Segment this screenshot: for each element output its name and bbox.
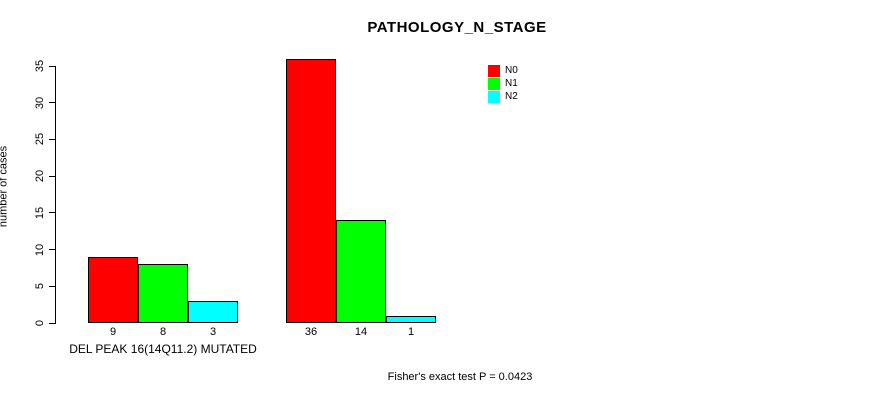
- y-tick-label: 5: [34, 283, 46, 290]
- legend-swatch-n0: [488, 65, 500, 77]
- bar-n2-group1: [188, 301, 238, 323]
- y-axis-label: number of cases: [0, 145, 10, 228]
- y-tick-mark: [49, 322, 55, 324]
- bar-value-label: 8: [159, 326, 167, 338]
- bar-value-label: 3: [209, 326, 217, 338]
- y-tick-mark: [49, 249, 55, 251]
- y-tick-label: 10: [34, 243, 46, 256]
- bar-n0-group2: [286, 59, 336, 323]
- y-tick-label: 30: [34, 96, 46, 109]
- y-tick-mark: [49, 285, 55, 287]
- y-tick-mark: [49, 65, 55, 67]
- y-tick-label: 0: [34, 319, 46, 327]
- legend-label: N2: [505, 91, 518, 102]
- y-tick-mark: [49, 138, 55, 140]
- bar-n1-group2: [336, 220, 386, 323]
- y-tick-mark: [49, 102, 55, 104]
- y-tick-label: 20: [34, 170, 46, 183]
- x-category-label: DEL PEAK 16(14Q11.2) MUTATED: [69, 342, 257, 356]
- legend-swatch-n1: [488, 78, 500, 90]
- y-tick-mark: [49, 212, 55, 214]
- bar-n1-group1: [138, 264, 188, 323]
- fisher-test-annotation: Fisher's exact test P = 0.0423: [387, 371, 533, 383]
- bar-value-label: 9: [109, 326, 117, 338]
- bar-value-label: 36: [304, 326, 318, 338]
- chart-title: PATHOLOGY_N_STAGE: [367, 19, 547, 36]
- y-tick-label: 15: [34, 206, 46, 219]
- bar-value-label: 1: [407, 326, 415, 338]
- legend-swatch-n2: [488, 91, 500, 103]
- legend-label: N0: [505, 65, 518, 76]
- y-tick-mark: [49, 175, 55, 177]
- bar-n0-group1: [88, 257, 138, 323]
- y-tick-label: 35: [34, 59, 46, 73]
- legend-label: N1: [505, 78, 518, 89]
- y-tick-label: 25: [34, 133, 46, 146]
- bar-n2-group2: [386, 316, 436, 323]
- bar-value-label: 14: [354, 326, 368, 338]
- y-axis-line: [55, 66, 56, 324]
